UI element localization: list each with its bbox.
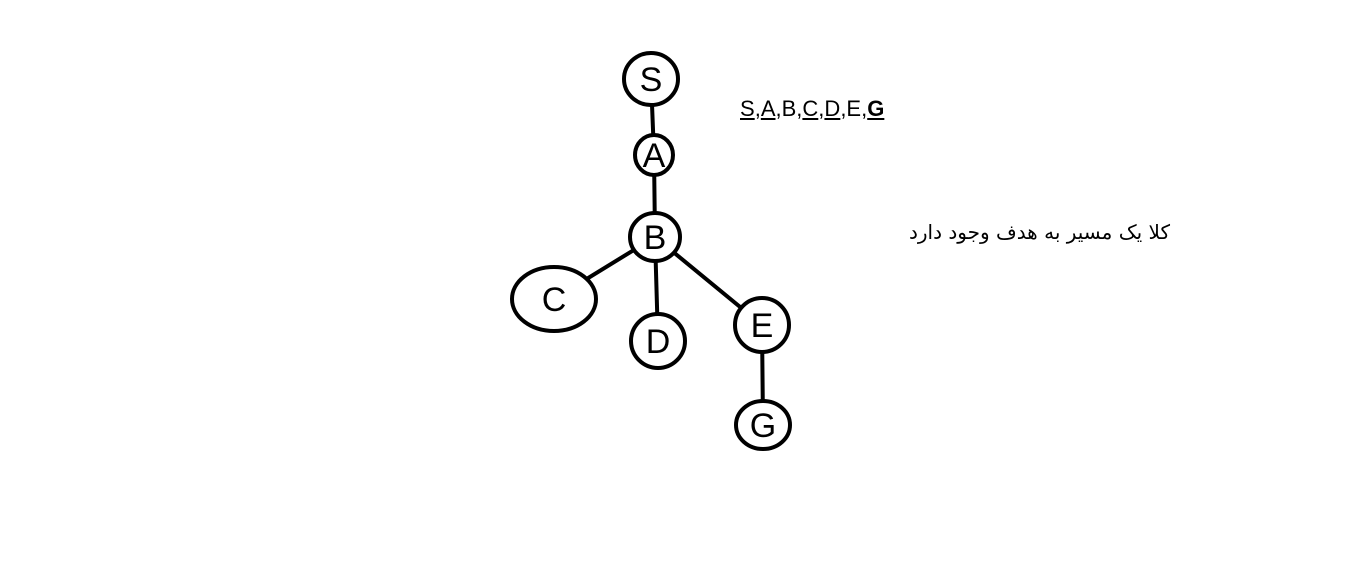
sequence-item: G	[867, 96, 885, 121]
node-circle	[733, 296, 791, 354]
sequence-item: ,B,	[775, 96, 803, 121]
node-c: C	[510, 265, 598, 333]
node-circle	[633, 133, 675, 177]
node-label: C	[542, 281, 567, 319]
node-label: D	[646, 323, 671, 361]
node-label: E	[751, 307, 774, 345]
node-label: A	[643, 137, 666, 175]
sequence-item: A	[760, 96, 776, 121]
node-label: B	[644, 219, 667, 257]
sequence-item: ,E,	[840, 96, 868, 121]
node-s: S	[622, 51, 680, 107]
node-circle	[622, 51, 680, 107]
node-circle	[628, 211, 682, 263]
node-circle	[629, 312, 687, 370]
node-e: E	[733, 296, 791, 354]
node-label: S	[640, 61, 663, 99]
sequence-item: C	[802, 96, 819, 121]
visit-sequence: S,A,B,C,D,E,G	[740, 96, 884, 122]
sequence-item: D	[824, 96, 841, 121]
node-g: G	[734, 399, 792, 451]
sequence-item: ,	[818, 96, 825, 121]
sequence-item: ,	[754, 96, 761, 121]
node-circle	[734, 399, 792, 451]
node-a: A	[633, 133, 675, 177]
node-b: B	[628, 211, 682, 263]
path-note: کلا یک مسیر به هدف وجود دارد	[908, 220, 1170, 244]
node-label: G	[750, 407, 776, 445]
sequence-item: S	[740, 96, 755, 121]
node-circle	[510, 265, 598, 333]
node-d: D	[629, 312, 687, 370]
